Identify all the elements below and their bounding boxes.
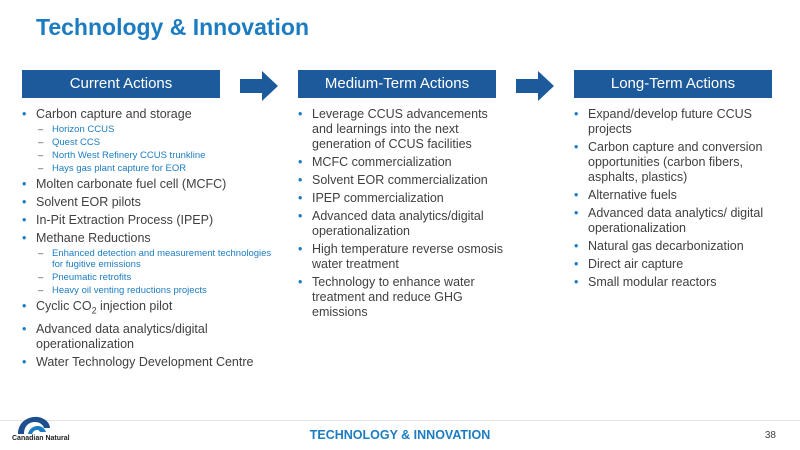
list-item: Alternative fuels	[574, 188, 774, 203]
list-item: Solvent EOR pilots	[22, 195, 284, 210]
list-item: Technology to enhance water treatment an…	[298, 275, 512, 320]
page-title: Technology & Innovation	[36, 14, 310, 40]
sub-list-item: Pneumatic retrofits	[36, 272, 284, 283]
sub-list-item: Hays gas plant capture for EOR	[36, 163, 284, 174]
list-item: Methane Reductions Enhanced detection an…	[22, 231, 284, 296]
sub-list-item: Quest CCS	[36, 137, 284, 148]
list-item: Expand/develop future CCUS projects	[574, 107, 774, 137]
list-item: Carbon capture and storage Horizon CCUS …	[22, 107, 284, 174]
medium-term-actions-list: Leverage CCUS advancements and learnings…	[298, 104, 512, 320]
right-arrow-icon	[516, 71, 554, 101]
sub-list-item: Enhanced detection and measurement techn…	[36, 248, 284, 270]
current-actions-list: Carbon capture and storage Horizon CCUS …	[22, 104, 284, 370]
sub-list-item: Horizon CCUS	[36, 124, 284, 135]
list-item: Cyclic CO2 injection pilot	[22, 299, 284, 319]
footer-divider	[0, 420, 800, 421]
list-item: Advanced data analytics/digital operatio…	[298, 209, 512, 239]
list-item: Water Technology Development Centre	[22, 355, 284, 370]
list-item: In-Pit Extraction Process (IPEP)	[22, 213, 284, 228]
sub-list-item: North West Refinery CCUS trunkline	[36, 150, 284, 161]
current-actions-header: Current Actions	[22, 70, 220, 98]
list-item: MCFC commercialization	[298, 155, 512, 170]
list-item: Small modular reactors	[574, 275, 774, 290]
sub-list-item: Heavy oil venting reductions projects	[36, 285, 284, 296]
footer-section-title: TECHNOLOGY & INNOVATION	[309, 428, 491, 442]
list-item: Molten carbonate fuel cell (MCFC)	[22, 177, 284, 192]
list-item: Natural gas decarbonization	[574, 239, 774, 254]
long-term-actions-header: Long-Term Actions	[574, 70, 772, 98]
company-logo: Canadian Natural	[12, 414, 72, 446]
page-number: 38	[764, 430, 776, 441]
list-item: Solvent EOR commercialization	[298, 173, 512, 188]
right-arrow-icon	[240, 71, 278, 101]
long-term-actions-list: Expand/develop future CCUS projects Carb…	[574, 104, 774, 290]
list-item: Carbon capture and conversion opportunit…	[574, 140, 774, 185]
list-item: High temperature reverse osmosis water t…	[298, 242, 512, 272]
medium-term-actions-header: Medium-Term Actions	[298, 70, 496, 98]
list-item: IPEP commercialization	[298, 191, 512, 206]
list-item: Direct air capture	[574, 257, 774, 272]
logo-mark-icon	[18, 416, 50, 434]
list-item: Advanced data analytics/ digital operati…	[574, 206, 774, 236]
list-item: Leverage CCUS advancements and learnings…	[298, 107, 512, 152]
list-item: Advanced data analytics/digital operatio…	[22, 322, 284, 352]
